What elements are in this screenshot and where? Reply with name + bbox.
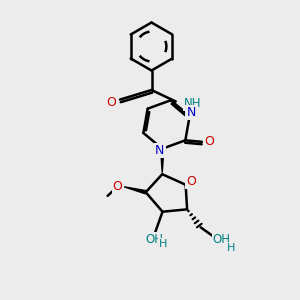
Polygon shape xyxy=(160,147,164,173)
Text: N: N xyxy=(155,144,164,157)
Text: N: N xyxy=(186,106,196,119)
Text: NH: NH xyxy=(184,97,201,110)
Text: H: H xyxy=(226,243,235,253)
Text: O: O xyxy=(186,175,196,188)
Text: OH: OH xyxy=(213,233,231,246)
Text: O: O xyxy=(107,95,116,109)
Text: OH: OH xyxy=(146,233,164,246)
Text: O: O xyxy=(204,135,214,148)
Text: H: H xyxy=(159,239,168,249)
Text: O: O xyxy=(112,180,122,193)
Polygon shape xyxy=(124,187,146,194)
